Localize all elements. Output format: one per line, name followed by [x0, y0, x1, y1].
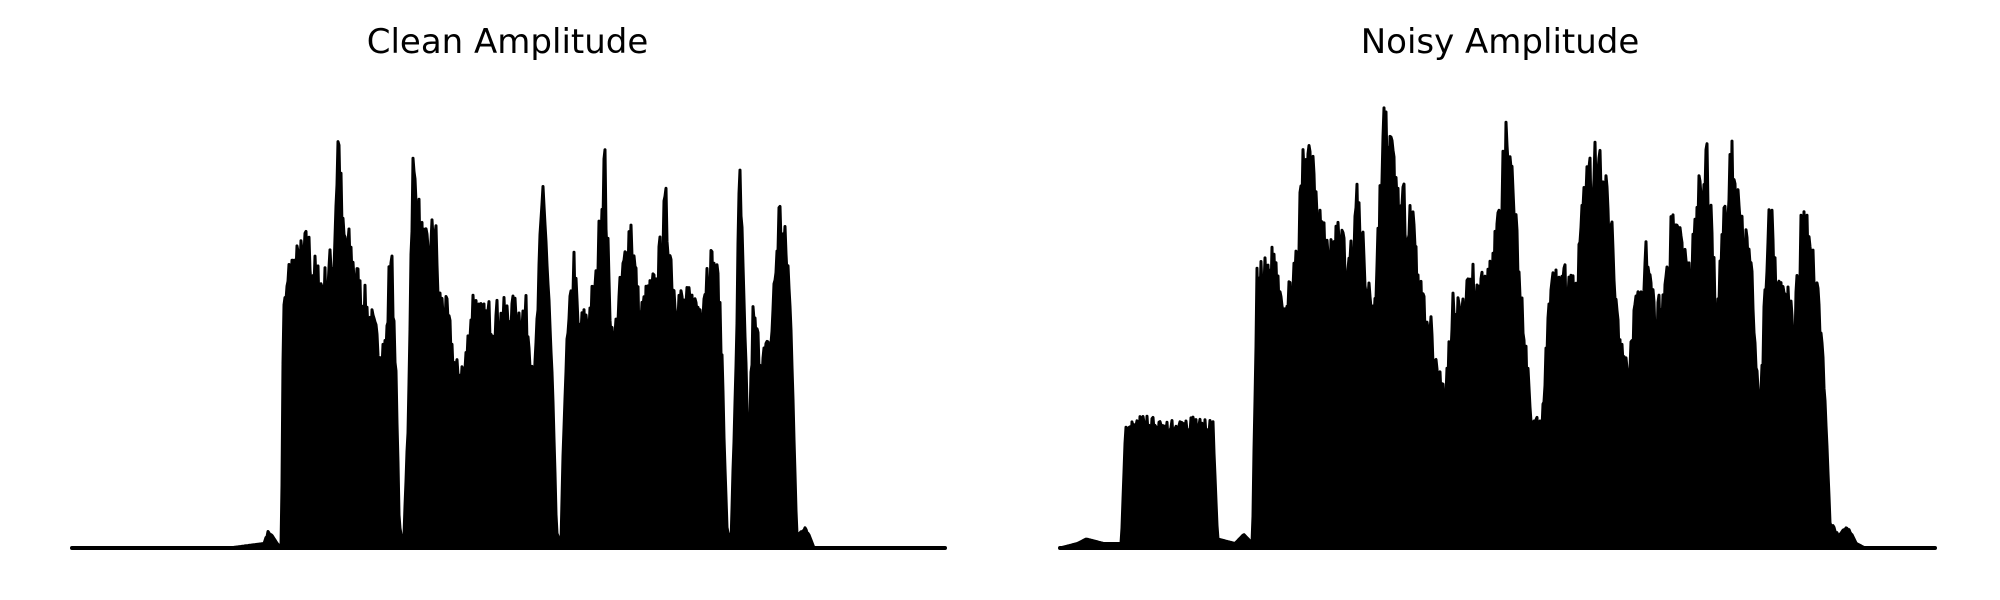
amplitude-waveform — [1058, 106, 1937, 550]
clean-amplitude-chart: Clean Amplitude — [70, 22, 947, 550]
noisy-amplitude-plot — [1058, 106, 1937, 550]
chart-title: Noisy Amplitude — [1360, 22, 1640, 62]
chart-title: Clean Amplitude — [366, 22, 649, 62]
clean-amplitude-plot — [70, 140, 947, 550]
noisy-amplitude-chart: Noisy Amplitude — [1000, 0, 2000, 600]
amplitude-waveform — [70, 140, 947, 550]
